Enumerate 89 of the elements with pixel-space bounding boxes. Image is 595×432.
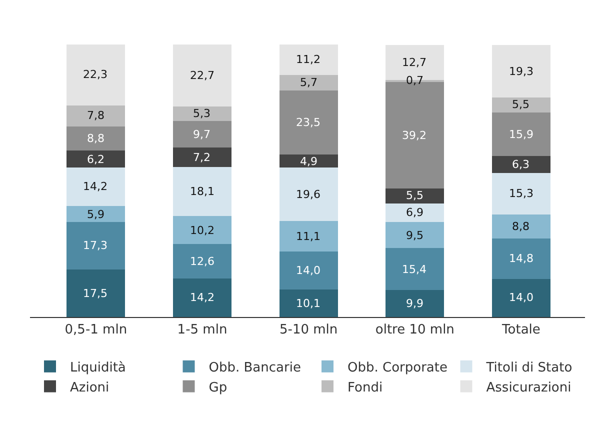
data-label: 5,5 [512,98,530,111]
data-label: 22,7 [190,69,214,82]
bar [386,290,444,317]
bar [386,188,444,204]
data-label: 14,2 [190,291,214,304]
legend-label: Fondi [348,380,383,396]
x-tick-label: Totale [501,322,540,338]
data-label: 0,7 [406,74,424,87]
bar [279,90,338,154]
data-label: 15,9 [509,128,534,141]
data-label: 39,2 [402,129,426,142]
data-label: 10,1 [296,297,320,310]
data-label: 22,3 [83,68,108,81]
data-label: 11,1 [296,230,320,243]
bar [66,206,126,222]
bar [173,166,232,216]
data-label: 6,3 [512,158,530,171]
data-label: 7,2 [193,151,210,164]
bar [386,248,444,290]
data-label: 14,0 [296,264,320,277]
data-label: 14,8 [509,252,534,265]
bar [66,167,126,206]
data-label: 18,1 [190,185,214,198]
bar [492,112,550,156]
bar [66,269,126,317]
data-label: 4,9 [300,155,318,168]
data-label: 6,9 [406,206,424,219]
bar [492,278,550,317]
bar [66,150,126,168]
x-tick-label: 5-10 mln [279,322,338,338]
data-label: 10,2 [190,224,214,237]
data-label: 14,2 [83,180,108,193]
bar [386,222,444,248]
data-label: 5,3 [193,107,210,120]
bar [279,44,338,75]
data-label: 5,9 [87,208,104,221]
bar [492,172,550,215]
x-tick-label: 0,5-1 mln [64,322,128,338]
bar [173,106,232,121]
legend-label: Liquidità [70,360,126,376]
x-tick-label: oltre 10 mln [375,322,454,338]
bar [173,278,232,317]
bar [492,44,550,98]
legend-label: Obb. Bancarie [208,360,301,376]
bar [386,203,444,222]
bar [279,251,338,290]
bar [66,105,126,127]
bar [173,216,232,244]
data-label: 9,5 [406,229,424,242]
legend-label: Obb. Corporate [348,360,448,376]
bar [173,120,232,148]
data-label: 15,3 [509,187,534,200]
data-label: 9,9 [406,297,424,310]
data-label: 8,8 [512,220,530,233]
data-label: 19,6 [296,188,320,201]
data-label: 9,7 [193,128,210,141]
data-label: 5,7 [300,76,318,89]
data-label: 17,3 [83,239,108,252]
bar [492,238,550,279]
bar [173,147,232,167]
data-label: 12,6 [190,255,214,268]
data-label: 8,8 [87,132,104,145]
bar [279,168,338,222]
data-label: 19,3 [509,65,534,78]
x-tick-label: 1-5 mln [177,322,228,338]
data-label: 12,7 [402,56,426,69]
bar [173,44,232,106]
data-label: 7,8 [87,109,104,122]
data-label: 11,2 [296,53,320,66]
data-label: 17,5 [83,287,108,300]
bar [173,244,232,278]
bar [66,222,126,270]
legend-label: Gp [208,380,228,396]
bar [279,74,338,90]
bar [66,44,126,106]
bar [492,97,550,112]
data-label: 6,2 [87,153,104,166]
legend-label: Assicurazioni [486,380,572,396]
bar [492,214,550,239]
bar [66,126,126,151]
legend-label: Titoli di Stato [485,360,572,376]
bar [279,221,338,252]
data-label: 15,4 [402,263,426,276]
data-label: 14,0 [509,291,534,304]
legend-label: Azioni [70,380,110,396]
bar [492,156,550,173]
data-label: 5,5 [406,189,424,202]
bar [279,289,338,317]
data-label: 23,5 [296,116,320,129]
